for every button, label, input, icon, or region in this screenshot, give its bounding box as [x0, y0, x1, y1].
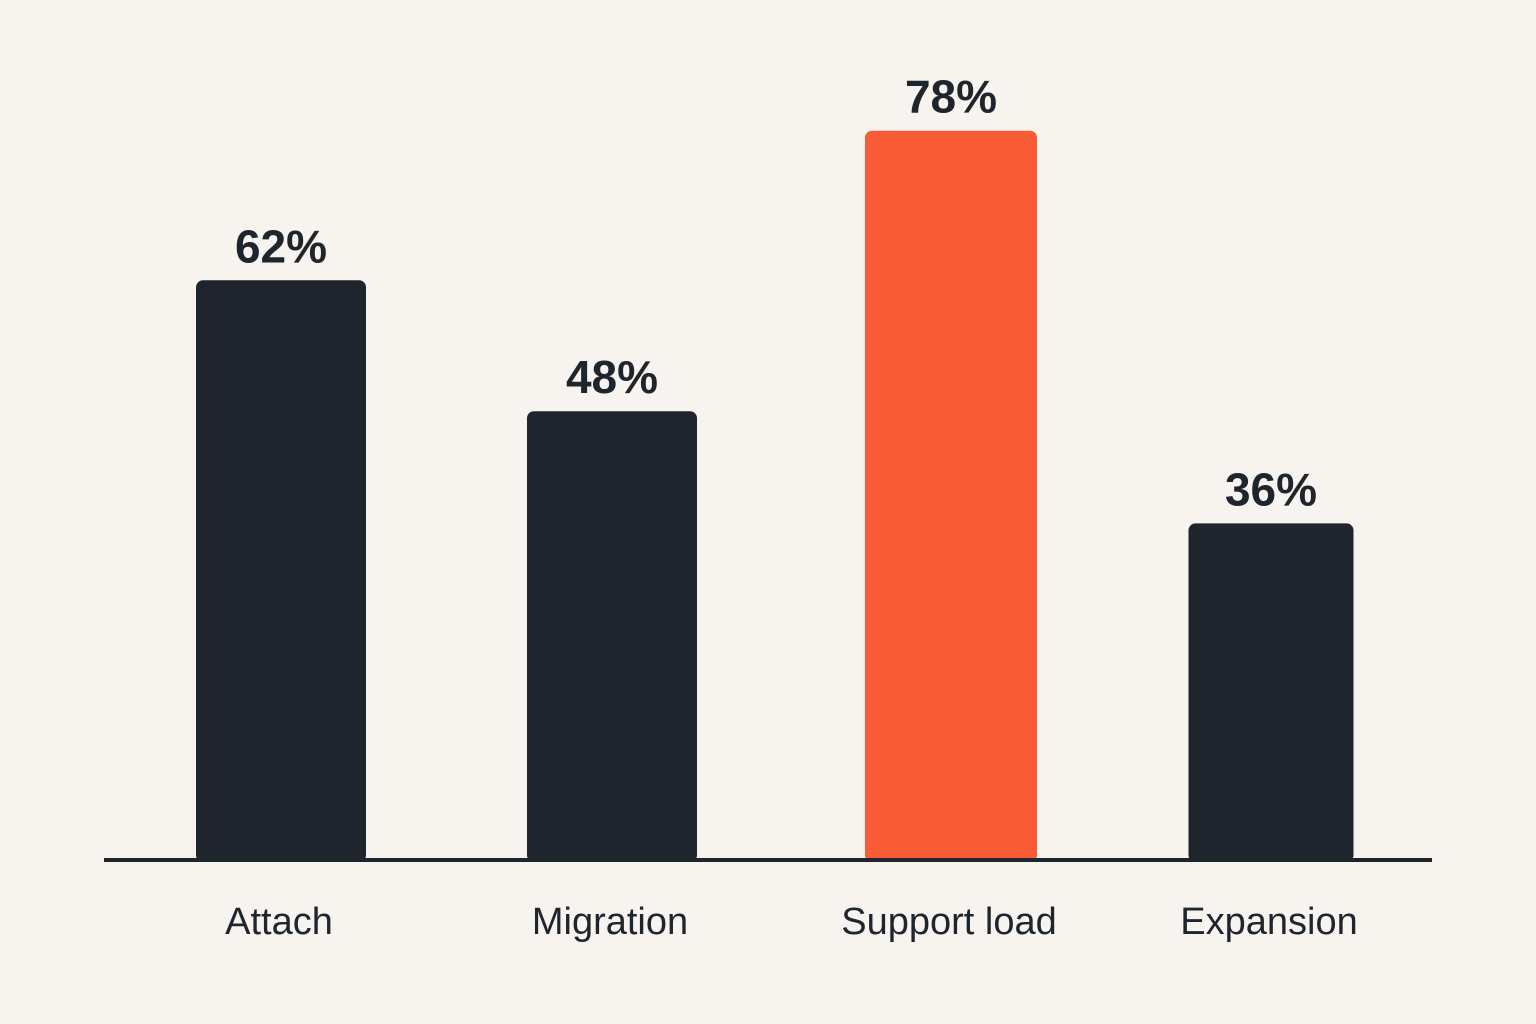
value-label: 36%: [1225, 463, 1317, 515]
value-label: 62%: [235, 220, 327, 272]
bar-migration: [527, 411, 697, 862]
bars-group: [196, 130, 1354, 862]
category-label: Expansion: [1180, 901, 1357, 943]
category-label: Migration: [532, 901, 688, 943]
category-labels-group: Attach Migration Support load Expansion: [225, 901, 1358, 943]
bar-attach: [196, 280, 366, 862]
category-label: Attach: [225, 901, 333, 943]
category-label: Support load: [841, 901, 1057, 943]
value-label: 78%: [905, 71, 997, 123]
bar-support-load: [865, 130, 1037, 862]
value-labels-group: 62% 48% 78% 36%: [235, 71, 1317, 516]
bar-expansion: [1188, 523, 1354, 862]
value-label: 48%: [566, 351, 658, 403]
